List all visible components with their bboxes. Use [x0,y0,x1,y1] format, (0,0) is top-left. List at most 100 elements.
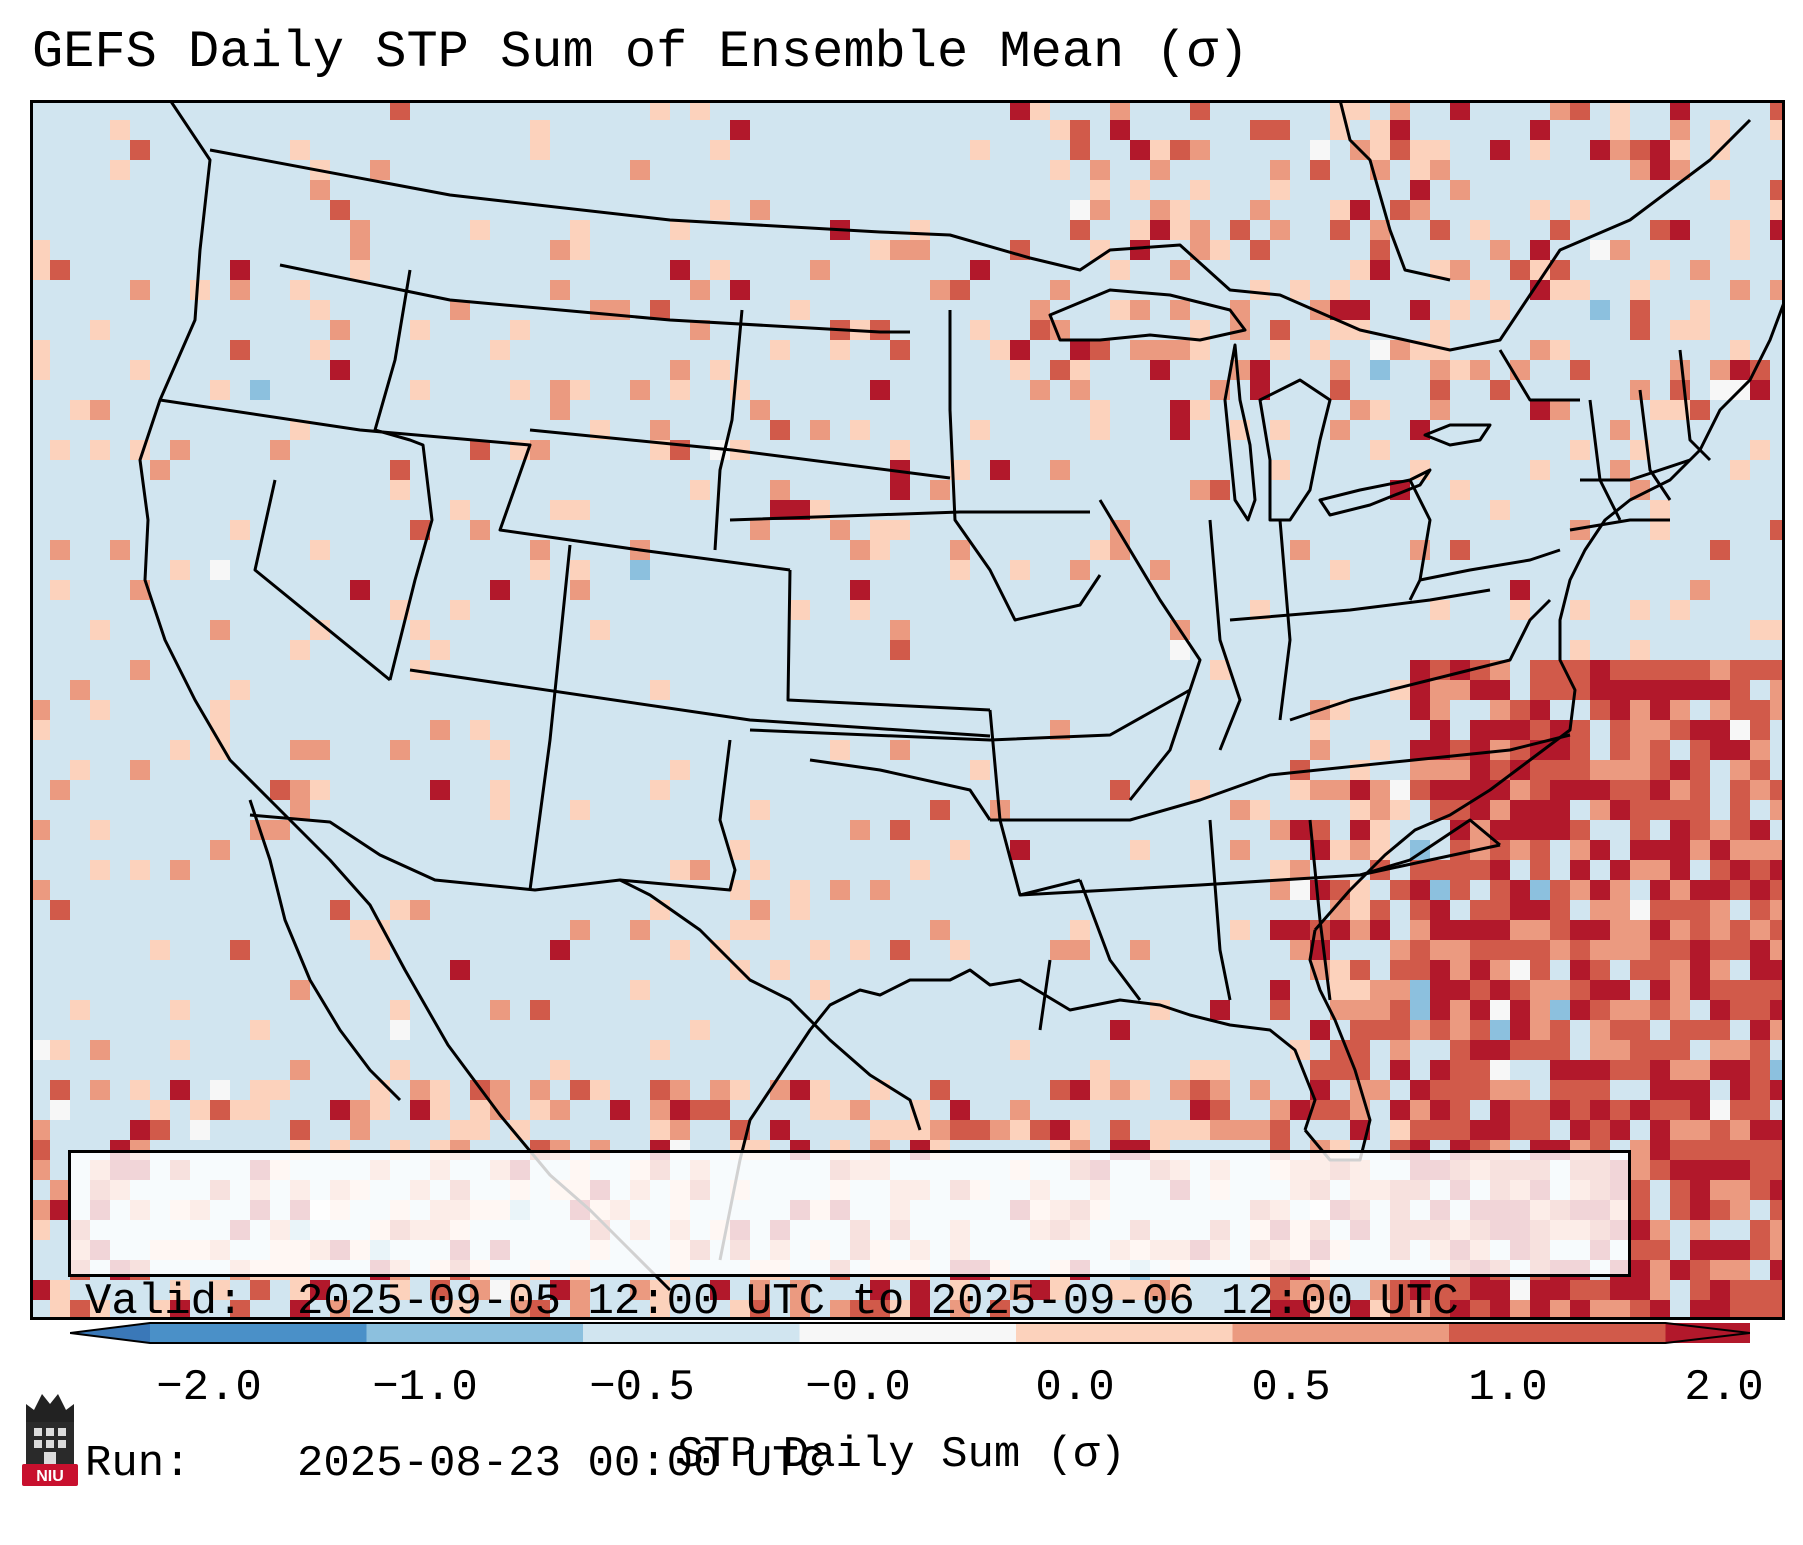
stp-cell [210,560,230,580]
stp-cell [1610,140,1630,160]
stp-cell [850,600,870,620]
stp-cell [1650,940,1670,960]
stp-cell [1750,920,1770,940]
stp-cell [1490,720,1510,740]
stp-cell [1330,1060,1350,1080]
stp-cell [1430,320,1450,340]
stp-cell [870,1120,890,1140]
stp-cell [1630,900,1650,920]
stp-cell [1550,1040,1570,1060]
stp-cell [770,500,790,520]
stp-cell [1070,220,1090,240]
stp-cell [190,280,210,300]
stp-cell [470,440,490,460]
stp-cell [470,1100,490,1120]
stp-cell [1030,1280,1050,1300]
stp-cell [1490,980,1510,1000]
stp-cell [430,640,450,660]
stp-cell [1350,1040,1370,1060]
stp-cell [50,540,70,560]
stp-cell [1410,900,1430,920]
stp-cell [1490,900,1510,920]
stp-cell [1350,920,1370,940]
stp-cell [1410,940,1430,960]
stp-cell [1430,700,1450,720]
stp-cell [310,300,330,320]
stp-cell [1690,1160,1710,1180]
stp-cell [230,680,250,700]
stp-cell [1690,940,1710,960]
stp-cell [550,400,570,420]
stp-cell [290,980,310,1000]
stp-cell [1150,340,1170,360]
stp-cell [1410,880,1430,900]
stp-cell [1730,680,1750,700]
stp-cell [570,1280,590,1300]
stp-cell [1290,1300,1310,1320]
colorbar-bin [799,1323,1017,1343]
stp-cell [1710,120,1730,140]
stp-cell [90,400,110,420]
stp-cell [1430,340,1450,360]
stp-cell [1610,900,1630,920]
stp-cell [1190,340,1210,360]
stp-cell [1430,740,1450,760]
stp-cell [1430,900,1450,920]
stp-cell [1430,760,1450,780]
stp-cell [1770,1020,1785,1040]
stp-cell [990,1120,1010,1140]
stp-cell [1370,400,1390,420]
stp-cell [650,100,670,120]
stp-cell [950,1120,970,1140]
stp-cell [730,1300,750,1320]
stp-cell [50,1180,70,1200]
stp-cell [1390,880,1410,900]
stp-cell [30,700,50,720]
stp-cell [570,920,590,940]
stp-cell [430,720,450,740]
stp-cell [1250,360,1270,380]
stp-cell [1710,1000,1730,1020]
stp-cell [1330,420,1350,440]
stp-cell [1470,1280,1490,1300]
stp-cell [390,1060,410,1080]
stp-cell [330,200,350,220]
stp-cell [890,460,910,480]
stp-cell [1770,920,1785,940]
stp-cell [1670,600,1690,620]
stp-cell [1470,960,1490,980]
stp-cell [670,860,690,880]
stp-cell [90,620,110,640]
stp-cell [350,240,370,260]
stp-cell [1730,1300,1750,1320]
stp-cell [1650,1000,1670,1020]
stp-cell [1350,800,1370,820]
stp-cell [1190,140,1210,160]
stp-cell [1690,1300,1710,1320]
stp-cell [330,900,350,920]
stp-cell [1110,120,1130,140]
stp-cell [1450,840,1470,860]
stp-cell [1450,1060,1470,1080]
stp-cell [1730,1200,1750,1220]
stp-cell [1670,160,1690,180]
stp-cell [1350,980,1370,1000]
stp-cell [810,500,830,520]
stp-cell [1630,140,1650,160]
stp-cell [630,1280,650,1300]
stp-cell [1770,1140,1785,1160]
stp-cell [30,260,50,280]
stp-cell [1750,1020,1770,1040]
stp-cell [1610,1120,1630,1140]
stp-cell [1750,1280,1770,1300]
stp-cell [170,860,190,880]
stp-cell [930,480,950,500]
stp-cell [170,1280,190,1300]
stp-cell [1430,1280,1450,1300]
stp-cell [550,1060,570,1080]
stp-cell [990,1300,1010,1320]
stp-cell [770,1120,790,1140]
stp-cell [770,340,790,360]
stp-cell [30,360,50,380]
stp-cell [1630,160,1650,180]
